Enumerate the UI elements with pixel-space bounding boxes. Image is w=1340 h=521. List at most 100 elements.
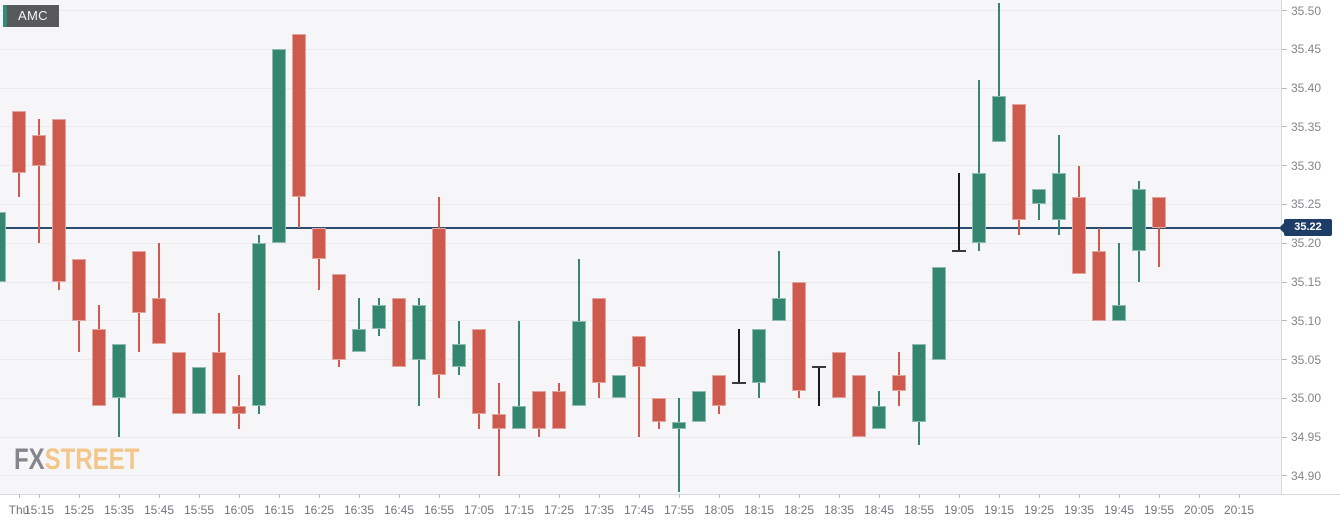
- candle[interactable]: [892, 375, 906, 391]
- candle[interactable]: [92, 328, 106, 407]
- candle[interactable]: [1152, 196, 1166, 228]
- x-axis-tick: [1039, 494, 1040, 498]
- ohlc-bar[interactable]: [958, 173, 960, 251]
- candle[interactable]: [312, 227, 326, 259]
- ohlc-bar[interactable]: [738, 328, 740, 383]
- candle[interactable]: [912, 344, 926, 422]
- candle[interactable]: [292, 33, 306, 197]
- candle[interactable]: [212, 351, 226, 414]
- x-axis-label: 19:45: [1103, 503, 1135, 517]
- x-axis-tick: [679, 494, 680, 498]
- y-axis-label: 35.15: [1291, 275, 1322, 290]
- y-axis-label: 35.10: [1291, 313, 1322, 328]
- candle[interactable]: [612, 375, 626, 399]
- x-axis-tick: [199, 494, 200, 498]
- candle[interactable]: [992, 95, 1006, 143]
- candle[interactable]: [332, 274, 346, 360]
- candle-wick: [778, 251, 780, 321]
- y-axis-label: 35.50: [1291, 3, 1322, 18]
- x-axis-tick: [1119, 494, 1120, 498]
- candle[interactable]: [452, 344, 466, 368]
- gridline: [0, 282, 1281, 283]
- gridline: [0, 204, 1281, 205]
- candle[interactable]: [972, 173, 986, 244]
- candle[interactable]: [412, 305, 426, 360]
- y-axis-tick: [1282, 49, 1287, 50]
- candle[interactable]: [1092, 251, 1106, 321]
- candle[interactable]: [772, 297, 786, 321]
- candle[interactable]: [572, 320, 586, 407]
- x-axis-tick: [999, 494, 1000, 498]
- current-price-tag: 35.22: [1279, 219, 1332, 237]
- candle[interactable]: [1072, 196, 1086, 275]
- x-axis-label: 17:35: [583, 503, 615, 517]
- x-axis-tick: [919, 494, 920, 498]
- candle[interactable]: [12, 111, 26, 174]
- x-axis-tick: [759, 494, 760, 498]
- candle-wick: [518, 320, 520, 430]
- candle[interactable]: [492, 413, 506, 430]
- y-axis-label: 35.05: [1291, 352, 1322, 367]
- candle[interactable]: [692, 390, 706, 422]
- candle[interactable]: [112, 344, 126, 399]
- x-axis-tick: [599, 494, 600, 498]
- candle[interactable]: [632, 336, 646, 368]
- candle[interactable]: [392, 297, 406, 368]
- y-axis-label: 34.90: [1291, 469, 1322, 483]
- candle-wick: [1118, 243, 1120, 321]
- candle[interactable]: [132, 251, 146, 314]
- candle[interactable]: [592, 297, 606, 383]
- candle[interactable]: [932, 266, 946, 360]
- candle[interactable]: [652, 398, 666, 422]
- candle[interactable]: [272, 49, 286, 244]
- y-axis-label: 35.40: [1291, 81, 1322, 96]
- y-axis-tick: [1282, 398, 1287, 399]
- candle[interactable]: [52, 119, 66, 283]
- candle[interactable]: [872, 406, 886, 430]
- watermark-fx: FX: [14, 443, 45, 476]
- candle[interactable]: [1032, 188, 1046, 205]
- x-axis-tick: [359, 494, 360, 498]
- y-axis-label: 35.45: [1291, 42, 1322, 57]
- candle[interactable]: [152, 297, 166, 345]
- candlestick-plot[interactable]: FXSTREET: [0, 0, 1281, 494]
- candle[interactable]: [1112, 305, 1126, 321]
- candle[interactable]: [1012, 103, 1026, 220]
- x-axis-tick: [239, 494, 240, 498]
- x-axis-tick: [39, 494, 40, 498]
- candle[interactable]: [32, 134, 46, 166]
- candle[interactable]: [252, 243, 266, 407]
- symbol-badge[interactable]: AMC: [3, 5, 59, 27]
- candle[interactable]: [832, 351, 846, 399]
- candle[interactable]: [752, 328, 766, 383]
- x-axis-tick: [399, 494, 400, 498]
- candle[interactable]: [232, 406, 246, 414]
- x-axis-label: 20:05: [1183, 503, 1215, 517]
- candle[interactable]: [672, 421, 686, 430]
- x-axis-tick: [799, 494, 800, 498]
- symbol-badge-label: AMC: [18, 8, 48, 23]
- candle[interactable]: [372, 305, 386, 329]
- ohlc-bar[interactable]: [818, 367, 820, 407]
- candle[interactable]: [472, 328, 486, 414]
- candle[interactable]: [792, 282, 806, 391]
- y-axis-tick: [1282, 10, 1287, 11]
- candle[interactable]: [72, 258, 86, 321]
- candle[interactable]: [352, 328, 366, 352]
- candle[interactable]: [1052, 173, 1066, 220]
- candle-wick: [358, 297, 360, 352]
- candle[interactable]: [852, 375, 866, 438]
- candle[interactable]: [512, 406, 526, 430]
- candle[interactable]: [0, 212, 6, 283]
- y-axis-tick: [1282, 320, 1287, 321]
- candle-wick: [1158, 196, 1160, 267]
- candle[interactable]: [552, 390, 566, 430]
- candle[interactable]: [532, 390, 546, 430]
- candle[interactable]: [712, 375, 726, 407]
- x-axis-label: 20:15: [1223, 503, 1255, 517]
- candle[interactable]: [192, 367, 206, 414]
- candle[interactable]: [1132, 188, 1146, 251]
- candle[interactable]: [172, 351, 186, 414]
- candle[interactable]: [432, 227, 446, 376]
- x-axis-label: 16:35: [343, 503, 375, 517]
